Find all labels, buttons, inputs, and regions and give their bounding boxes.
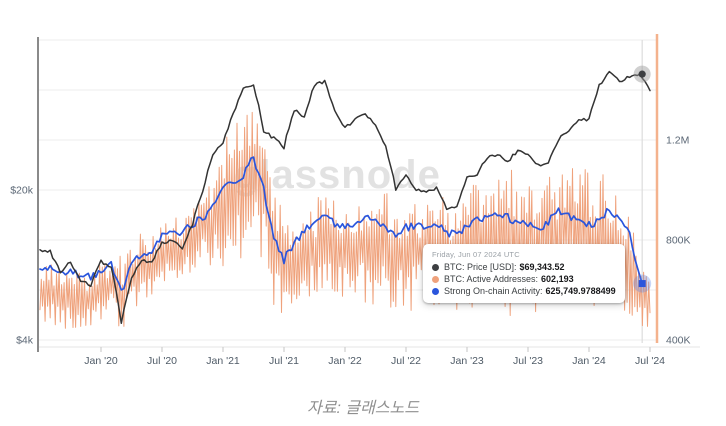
y-left-tick-label: $4k [16, 335, 34, 347]
tooltip-date: Friday, Jun 07 2024 UTC [432, 250, 520, 259]
x-tick-label: Jul '24 [635, 355, 665, 367]
x-tick-label: Jan '23 [450, 355, 484, 367]
y-left-tick-label: $20k [10, 185, 34, 197]
tooltip-row-on-chain-activity: Strong On-chain Activity: 625,749.978849… [432, 285, 616, 297]
y-right-tick-label: 1.2M [666, 135, 689, 147]
y-right-tick-label: 400K [666, 335, 691, 347]
x-tick-label: Jan '22 [328, 355, 362, 367]
tooltip-label: Strong On-chain Activity: [444, 286, 543, 296]
x-tick-label: Jan '20 [84, 355, 118, 367]
x-tick-label: Jul '20 [147, 355, 177, 367]
series-on-chain-activity [39, 156, 644, 291]
tooltip-value: 625,749.9788499 [545, 286, 616, 296]
tooltip-label: BTC: Active Addresses: [444, 274, 539, 284]
y-right-tick-label: 800K [666, 235, 691, 247]
tooltip-value: $69,343.52 [519, 262, 565, 272]
price-hover-marker [638, 70, 646, 78]
x-tick-label: Jul '21 [269, 355, 299, 367]
btc-chart-figure: glassnode Jan '20 Jul '20 Jan '21 Jul '21 Ja… [0, 0, 726, 384]
source-caption: 자료: 글래스노드 [307, 400, 419, 417]
x-tick-label: Jul '23 [513, 355, 543, 367]
tooltip-row-price: BTC: Price [USD]: $69,343.52 [432, 261, 616, 273]
activity-hover-marker [638, 280, 646, 288]
on-chain-activity-series-dot-icon [432, 287, 439, 295]
series-btc-price [39, 70, 651, 325]
tooltip-label: BTC: Price [USD]: [444, 262, 517, 272]
x-tick-label: Jul '22 [391, 355, 421, 367]
active-addresses-series-dot-icon [432, 275, 439, 283]
hover-tooltip: Friday, Jun 07 2024 UTC BTC: Price [USD]… [423, 244, 625, 303]
tooltip-value: 602,193 [541, 274, 574, 284]
price-series-dot-icon [432, 263, 439, 271]
chart-canvas[interactable]: Jan '20 Jul '20 Jan '21 Jul '21 Jan '22 Jul '… [0, 0, 726, 384]
x-tick-label: Jan '21 [206, 355, 240, 367]
x-tick-label: Jan '24 [572, 355, 606, 367]
tooltip-row-active-addresses: BTC: Active Addresses: 602,193 [432, 273, 616, 285]
